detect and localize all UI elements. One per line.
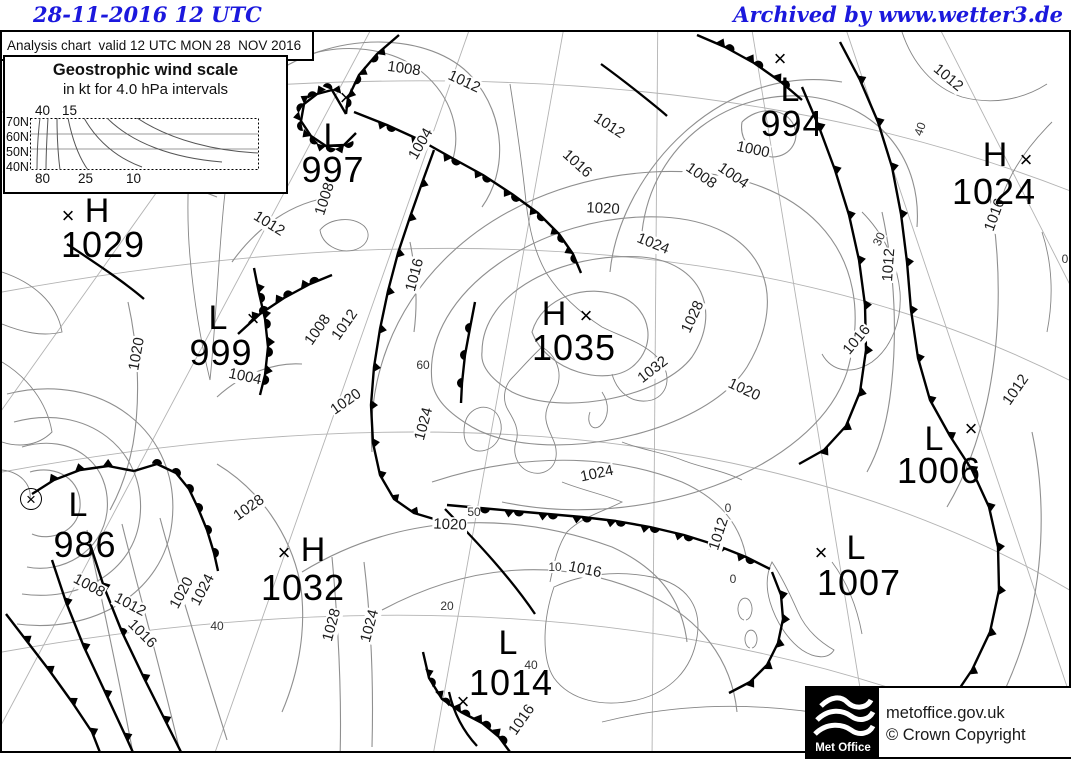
graticule-label: 20 <box>440 599 454 613</box>
scale-value-10: 10 <box>126 171 142 186</box>
pressure-center-letter: H <box>982 136 1008 174</box>
analysis-title: Analysis chart valid 12 UTC MON 28 NOV 2… <box>7 38 302 53</box>
warm-front <box>457 301 477 404</box>
pressure-center-letter: H <box>541 295 567 333</box>
wind-scale-legend: Geostrophic wind scale in kt for 4.0 hPa… <box>3 55 288 194</box>
pressure-center-cross-icon: × <box>964 416 978 441</box>
cold-front <box>838 41 1006 751</box>
pressure-center-value: 1035 <box>531 327 617 368</box>
cold-front <box>88 543 182 751</box>
cold-front <box>798 86 873 466</box>
pressure-center-value: 1007 <box>816 562 902 603</box>
wind-scale-title: Geostrophic wind scale <box>52 61 239 79</box>
lat-label-40n: 40N <box>6 160 29 174</box>
pressure-center-letter: L <box>68 486 88 524</box>
pressure-center-value: 994 <box>760 103 824 144</box>
occluded-front <box>237 273 333 335</box>
pressure-center-cross-icon: × <box>1019 147 1033 172</box>
lat-label-60n: 60N <box>6 130 29 144</box>
occluded-front <box>696 33 803 101</box>
isobar-label: 1012 <box>878 246 899 284</box>
pressure-center-cross-icon: × <box>277 540 291 565</box>
graticule-label: 40 <box>524 658 538 672</box>
occluded-front <box>293 83 357 154</box>
pressure-center-value: 986 <box>53 524 117 565</box>
graticule-label: 0 <box>724 501 732 515</box>
scale-value-40: 40 <box>35 103 51 118</box>
pressure-center-value: 1032 <box>260 567 346 608</box>
pressure-center-cross-icon: × <box>579 303 593 328</box>
cold-front <box>5 613 101 751</box>
occluded-front <box>421 651 511 751</box>
occluded-front <box>446 503 771 571</box>
wind-scale-subtitle: in kt for 4.0 hPa intervals <box>62 81 229 98</box>
pressure-center-letter: L <box>780 71 800 109</box>
scale-value-15: 15 <box>62 103 78 118</box>
met-office-waves-icon <box>813 695 876 736</box>
graticule-label: 10 <box>548 560 562 574</box>
scale-value-25: 25 <box>78 171 94 186</box>
pressure-center-letter: H <box>84 192 110 230</box>
isobar-label: 1020 <box>584 199 622 218</box>
pressure-center-value: 1006 <box>896 450 982 491</box>
occluded-front <box>353 110 583 274</box>
graticule-label: 0 <box>729 572 737 586</box>
pressure-center-letter: L <box>846 529 866 567</box>
metoffice-url: metoffice.gov.uk <box>886 704 1005 722</box>
met-office-logo-text: Met Office <box>815 742 871 754</box>
scale-value-80: 80 <box>35 171 51 186</box>
pressure-center-letter: L <box>323 117 343 155</box>
pressure-center-value: 999 <box>189 332 253 373</box>
pressure-center-cross-icon: × <box>61 203 75 228</box>
lat-label-70n: 70N <box>6 115 29 129</box>
archive-credit: Archived by www.wetter3.de <box>733 2 1063 27</box>
pressure-center-letter: H <box>300 531 326 569</box>
pressure-center-value: 1029 <box>60 224 146 265</box>
wind-scale-diagram <box>30 118 259 171</box>
pressure-center-letter: L <box>208 299 228 337</box>
lat-label-50n: 50N <box>6 145 29 159</box>
pressure-center-value: 1024 <box>951 171 1037 212</box>
branding-box: Met Office metoffice.gov.uk © Crown Copy… <box>805 686 1071 759</box>
graticule-label: 40 <box>210 619 224 633</box>
cold-front <box>728 571 790 695</box>
graticule-label: 50 <box>467 505 481 519</box>
pressure-center-cross-icon: × <box>339 85 353 110</box>
met-office-logo: Met Office <box>807 688 879 757</box>
warm-front <box>133 459 220 572</box>
weather-map: H 1029 × L 997 × L 999 × H 1035 × L 994 × H 1024 × L 986 × H 1… <box>0 30 1071 759</box>
pressure-center-cross-icon: × <box>20 488 42 510</box>
fronts <box>5 33 1006 751</box>
cold-front <box>31 459 135 496</box>
occluded-front <box>252 267 275 396</box>
pressure-center-letter: L <box>498 624 518 662</box>
pressure-center-cross-icon: × <box>246 306 260 331</box>
graticule-label: 0 <box>1061 252 1069 266</box>
pressure-center-cross-icon: × <box>456 689 470 714</box>
crown-copyright: © Crown Copyright <box>886 726 1026 745</box>
cold-front <box>369 149 436 521</box>
isobar-label: 1020 <box>432 515 468 534</box>
pressure-center-cross-icon: × <box>773 46 787 71</box>
pressure-center-value: 997 <box>301 149 365 190</box>
pressure-center-value: 1014 <box>468 662 554 703</box>
pressure-center-cross-icon: × <box>814 540 828 565</box>
graticule-label: 60 <box>416 358 430 372</box>
chart-datetime: 28-11-2016 12 UTC <box>33 2 262 27</box>
